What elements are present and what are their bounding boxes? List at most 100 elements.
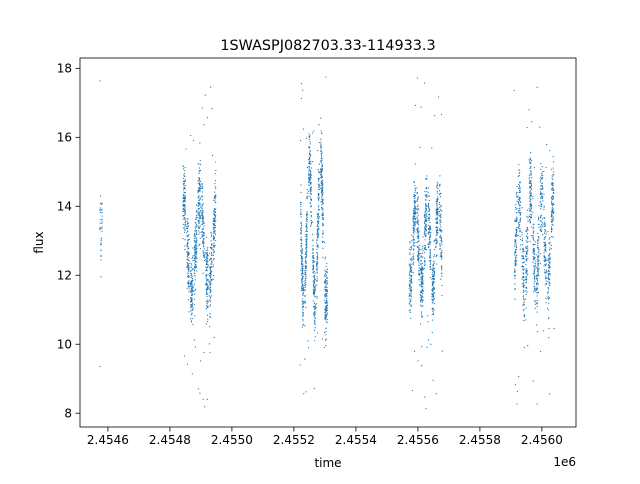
- data-point: [326, 283, 328, 285]
- data-point: [101, 202, 103, 204]
- data-point: [549, 241, 551, 243]
- data-point: [211, 261, 213, 263]
- data-point: [206, 252, 208, 254]
- data-point: [422, 289, 424, 292]
- data-point: [518, 225, 520, 227]
- data-point: [432, 310, 434, 312]
- data-point: [538, 236, 540, 239]
- data-point: [310, 204, 312, 206]
- data-point: [201, 224, 203, 226]
- data-point: [317, 262, 319, 264]
- data-point: [547, 274, 550, 277]
- data-point: [302, 277, 304, 279]
- data-point: [304, 261, 306, 263]
- data-point: [317, 197, 319, 199]
- data-point: [308, 161, 310, 163]
- data-point: [433, 282, 435, 284]
- data-point: [188, 234, 190, 236]
- data-point: [316, 276, 318, 278]
- data-point: [410, 263, 412, 265]
- data-point: [320, 158, 323, 160]
- y-tick-label: 16: [57, 131, 72, 145]
- data-point: [547, 271, 549, 273]
- data-point: [533, 257, 536, 260]
- data-point: [439, 222, 441, 224]
- data-point: [205, 263, 207, 266]
- data-point: [321, 155, 323, 157]
- data-point: [207, 293, 209, 295]
- data-point: [426, 196, 428, 199]
- data-point: [551, 208, 553, 210]
- data-point: [320, 141, 322, 143]
- data-point: [439, 192, 441, 194]
- data-point: [413, 204, 415, 206]
- data-point: [416, 221, 418, 224]
- data-point: [549, 393, 551, 395]
- data-point: [302, 275, 304, 278]
- data-point: [531, 121, 533, 123]
- data-point: [530, 210, 533, 212]
- data-point: [544, 259, 546, 261]
- data-point: [190, 298, 192, 300]
- data-point: [530, 184, 533, 186]
- data-point: [422, 283, 424, 285]
- data-point: [322, 203, 324, 205]
- data-point: [425, 205, 427, 207]
- data-point: [541, 222, 543, 224]
- data-point: [306, 234, 308, 236]
- data-point: [191, 317, 193, 320]
- data-point: [547, 269, 550, 271]
- data-point: [515, 241, 517, 243]
- data-point: [326, 292, 328, 295]
- data-point: [432, 273, 435, 275]
- data-point: [300, 214, 302, 216]
- data-point: [520, 244, 522, 246]
- data-point: [313, 387, 315, 390]
- data-point: [432, 293, 434, 295]
- data-point: [526, 287, 528, 289]
- data-point: [209, 289, 212, 291]
- data-point: [310, 223, 312, 225]
- data-point: [536, 305, 538, 308]
- data-point: [321, 188, 323, 191]
- data-point: [308, 159, 310, 161]
- data-point: [552, 188, 554, 190]
- data-point: [320, 187, 322, 189]
- data-point: [187, 255, 189, 257]
- data-point: [314, 340, 316, 342]
- data-point: [528, 109, 530, 111]
- data-point: [209, 266, 211, 268]
- data-point: [202, 221, 204, 223]
- data-point: [536, 330, 539, 333]
- data-point: [440, 254, 442, 257]
- data-point: [547, 298, 549, 300]
- data-point: [420, 285, 422, 287]
- data-point: [197, 192, 199, 194]
- data-point: [521, 244, 524, 246]
- data-point: [529, 157, 531, 159]
- data-point: [202, 272, 204, 274]
- data-point: [198, 221, 200, 223]
- data-point: [551, 221, 553, 223]
- data-point: [421, 346, 423, 348]
- data-point: [187, 271, 189, 273]
- data-point: [301, 300, 303, 302]
- data-point: [195, 266, 197, 268]
- data-point: [195, 232, 197, 234]
- data-point: [420, 273, 422, 275]
- data-point: [324, 275, 326, 277]
- data-point: [186, 363, 188, 365]
- data-point: [516, 186, 518, 188]
- data-point: [326, 299, 328, 301]
- data-point: [409, 284, 412, 286]
- data-point: [302, 320, 304, 322]
- data-point: [194, 275, 196, 277]
- data-point: [191, 373, 193, 375]
- data-point: [433, 278, 435, 280]
- data-point: [529, 180, 531, 182]
- data-point: [304, 270, 306, 272]
- data-point: [439, 234, 442, 236]
- data-point: [431, 147, 433, 149]
- data-point: [191, 264, 193, 266]
- data-point: [408, 263, 410, 265]
